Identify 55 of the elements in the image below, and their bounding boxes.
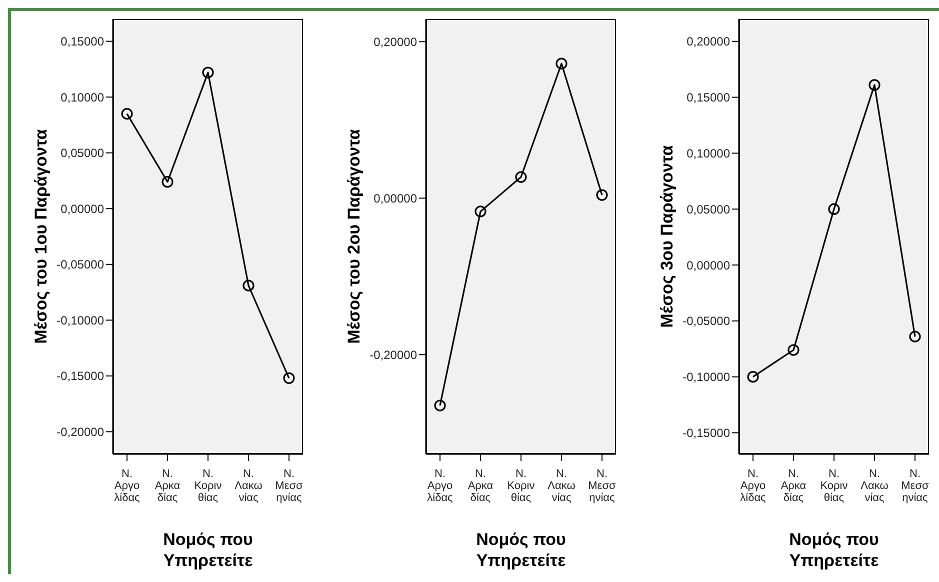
y-tick-label: 0,00000 — [374, 191, 418, 206]
point — [909, 330, 921, 342]
point — [556, 58, 568, 70]
point — [828, 203, 840, 215]
x-tick-label: Ν. Αρκα δίας — [154, 468, 181, 504]
y-tick-label: 0,05000 — [60, 146, 104, 160]
x-tick-label: Ν. Λακω νίας — [234, 468, 263, 504]
point — [121, 108, 133, 120]
y-tick-label: -0,15000 — [56, 369, 104, 384]
point — [788, 344, 800, 356]
y-tick-label: -0,10000 — [56, 313, 104, 328]
point — [202, 66, 214, 78]
y-tick-label: 0,15000 — [60, 34, 104, 49]
y-tick-label: 0,10000 — [686, 146, 730, 160]
x-tick-label: Ν. Αρκα δίας — [468, 468, 494, 504]
y-tick-label: -0,05000 — [682, 314, 730, 328]
x-tick-label: Ν. Αργο λίδας — [740, 468, 766, 504]
y-axis-title: Μέσος του 2ου Παράγοντα — [344, 128, 364, 344]
y-tick-label: -0,20000 — [56, 424, 104, 439]
point — [162, 176, 174, 188]
x-tick-label: Ν. Κοριν θίας — [194, 468, 222, 504]
point — [747, 371, 759, 383]
y-tick-label: 0,20000 — [374, 34, 418, 49]
x-tick-label: Ν. Λακω νίας — [860, 468, 889, 504]
x-tick-label: Ν. Μεσσ ηνίας — [588, 468, 616, 504]
y-tick-label: 0,20000 — [686, 34, 730, 49]
y-tick-label: -0,05000 — [56, 258, 104, 272]
y-tick-label: -0,15000 — [682, 426, 730, 440]
y-tick-label: 0,10000 — [60, 90, 104, 104]
point — [596, 189, 608, 201]
point — [474, 206, 486, 218]
y-tick-label: 0,15000 — [686, 90, 730, 105]
y-tick-label: -0,20000 — [370, 348, 418, 362]
x-tick-label: Ν. Μεσσ ηνίας — [275, 468, 304, 504]
point — [434, 400, 446, 412]
x-tick-label: Ν. Αργο λίδας — [427, 468, 453, 504]
x-tick-label: Ν. Κοριν θίας — [820, 468, 848, 504]
y-tick-label: 0,00000 — [686, 258, 730, 272]
x-axis-title: Νομός που Υπηρετείτε — [788, 529, 880, 571]
x-tick-label: Ν. Μεσσ ηνίας — [901, 468, 930, 504]
point — [515, 171, 527, 183]
x-axis-title: Νομός που Υπηρετείτε — [162, 529, 254, 571]
y-axis-title: Μέσος του 1ου Παράγοντα — [32, 128, 50, 344]
y-tick-label: 0,00000 — [60, 202, 104, 216]
x-tick-label: Ν. Κοριν θίας — [507, 468, 536, 504]
y-axis-title: Μέσος 3ου Παράγοντα — [658, 144, 676, 328]
point — [242, 280, 254, 292]
x-axis-title: Νομός που Υπηρετείτε — [475, 529, 567, 571]
point — [283, 372, 295, 384]
x-tick-label: Ν. Αργο λίδας — [114, 468, 140, 504]
y-tick-label: -0,10000 — [682, 370, 730, 384]
y-tick-label: 0,05000 — [686, 202, 730, 216]
point — [868, 79, 880, 91]
x-tick-label: Ν. Λακω νίας — [548, 468, 576, 504]
x-tick-label: Ν. Αρκα δίας — [780, 468, 807, 504]
